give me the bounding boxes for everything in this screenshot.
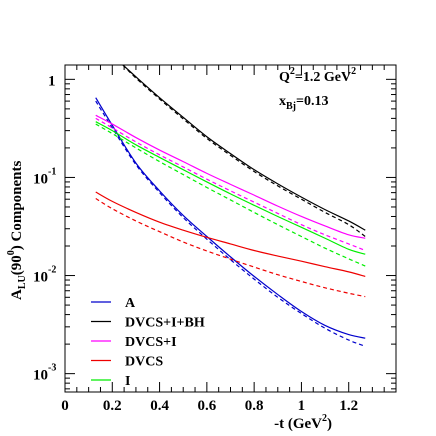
series-dvcs-solid-line — [95, 191, 366, 277]
series-i-dashed-line — [95, 123, 366, 267]
xbj-rest: =0.13 — [296, 94, 328, 109]
xbj-main: x — [279, 94, 286, 109]
y-tick-exponent: -1 — [48, 166, 56, 177]
series-i-solid-line — [95, 121, 366, 255]
legend-label-dvcs-i-bh: DVCS+I+BH — [125, 316, 205, 331]
y-tick-label: 10-3 — [33, 363, 56, 384]
q2-main: Q — [279, 70, 290, 85]
legend: A DVCS+I+BH DVCS+I DVCS I — [91, 296, 205, 389]
x-tick-label: 0.6 — [197, 398, 216, 414]
curve-layer — [95, 65, 366, 347]
y-axis: 110-110-210-3 — [33, 73, 396, 390]
x-tick-label: 0.8 — [245, 398, 264, 414]
q2-rest: =1.2 GeV — [295, 70, 351, 85]
y-tick-exponent: -2 — [48, 265, 56, 276]
y-axis-title-rest: (90 — [9, 255, 25, 275]
y-tick-label: 10-1 — [33, 166, 56, 187]
x-tick-label: 1.2 — [339, 398, 358, 414]
series-dvcs-i-solid-line — [95, 114, 366, 239]
series-dvcs-dashed-line — [95, 197, 366, 298]
series-dvcs-i-bh-dashed-line — [122, 65, 366, 237]
y-axis-title: ALU(900) Components — [6, 160, 28, 300]
x-axis-title: -t (GeV2) — [274, 413, 332, 432]
x-axis-title-close: ) — [327, 416, 332, 432]
x-axis-title-sup: 2 — [322, 413, 327, 424]
xbj-sub: Bj — [286, 101, 296, 112]
y-tick-exponent: -3 — [48, 363, 56, 374]
y-tick-base: 1 — [48, 73, 56, 89]
x-axis-title-main: -t (GeV — [274, 416, 322, 432]
x-tick-label: 1 — [298, 398, 306, 414]
y-axis-title-main: A — [9, 289, 25, 300]
q2-annotation: Q2=1.2 GeV2 — [279, 66, 356, 85]
legend-label-a: A — [125, 296, 136, 311]
y-tick-label: 1 — [48, 73, 56, 89]
series-dvcs-i-bh-solid-line — [122, 65, 366, 231]
y-tick-base: 10 — [33, 368, 48, 384]
legend-label-dvcs-i: DVCS+I — [125, 335, 177, 350]
y-tick-label: 10-2 — [33, 265, 56, 286]
q2-unit-sup: 2 — [351, 66, 356, 77]
y-axis-title-sub: LU — [17, 275, 28, 289]
legend-label-dvcs: DVCS — [125, 355, 163, 370]
y-tick-base: 10 — [33, 270, 48, 286]
plot-frame — [64, 64, 397, 393]
x-tick-label: 0.4 — [150, 398, 169, 414]
x-tick-label: 0.2 — [103, 398, 122, 414]
series-a-solid-line — [95, 97, 366, 339]
y-axis-title-sup: 0 — [6, 250, 17, 255]
legend-label-i: I — [125, 374, 130, 389]
q2-sup: 2 — [290, 66, 295, 77]
xbj-annotation: xBj=0.13 — [279, 94, 328, 112]
x-tick-label: 0 — [61, 398, 69, 414]
y-tick-base: 10 — [33, 171, 48, 187]
x-axis: 0 0.2 0.4 0.6 0.8 1 1.2 — [61, 65, 385, 414]
y-axis-title-end: ) Components — [9, 160, 25, 250]
